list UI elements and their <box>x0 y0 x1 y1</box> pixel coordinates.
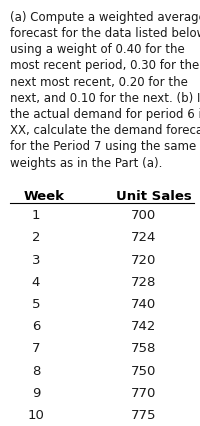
Text: 775: 775 <box>131 408 157 421</box>
Text: 2: 2 <box>32 231 40 244</box>
Text: most recent period, 0.30 for the: most recent period, 0.30 for the <box>10 59 199 72</box>
Text: for the Period 7 using the same: for the Period 7 using the same <box>10 140 196 153</box>
Text: 758: 758 <box>131 342 157 354</box>
Text: next most recent, 0.20 for the: next most recent, 0.20 for the <box>10 75 188 88</box>
Text: the actual demand for period 6 is: the actual demand for period 6 is <box>10 108 200 121</box>
Text: Unit Sales: Unit Sales <box>116 190 192 202</box>
Text: weights as in the Part (a).: weights as in the Part (a). <box>10 156 162 169</box>
Text: forecast for the data listed below: forecast for the data listed below <box>10 27 200 40</box>
Text: 3: 3 <box>32 253 40 266</box>
Text: 740: 740 <box>131 297 157 310</box>
Text: 9: 9 <box>32 386 40 399</box>
Text: 7: 7 <box>32 342 40 354</box>
Text: 770: 770 <box>131 386 157 399</box>
Text: next, and 0.10 for the next. (b) If: next, and 0.10 for the next. (b) If <box>10 92 200 104</box>
Text: 4: 4 <box>32 275 40 288</box>
Text: 728: 728 <box>131 275 157 288</box>
Text: 724: 724 <box>131 231 157 244</box>
Text: 720: 720 <box>131 253 157 266</box>
Text: (a) Compute a weighted average: (a) Compute a weighted average <box>10 11 200 23</box>
Text: 10: 10 <box>28 408 44 421</box>
Text: using a weight of 0.40 for the: using a weight of 0.40 for the <box>10 43 185 56</box>
Text: 750: 750 <box>131 364 157 377</box>
Text: 700: 700 <box>131 209 157 222</box>
Text: 6: 6 <box>32 320 40 332</box>
Text: 742: 742 <box>131 320 157 332</box>
Text: XX, calculate the demand forecast: XX, calculate the demand forecast <box>10 124 200 137</box>
Text: 1: 1 <box>32 209 40 222</box>
Text: 5: 5 <box>32 297 40 310</box>
Text: Week: Week <box>24 190 65 202</box>
Text: 8: 8 <box>32 364 40 377</box>
